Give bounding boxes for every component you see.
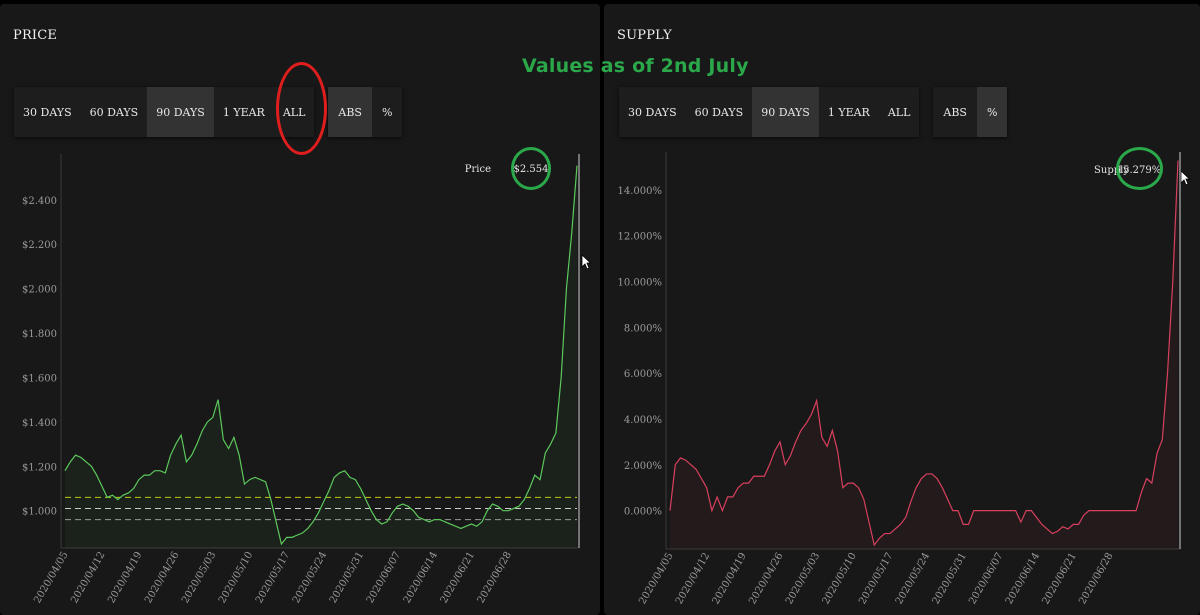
x-tick-label: 2020/06/21 — [1041, 551, 1079, 606]
price-range-30-days-button[interactable]: 30 DAYS — [23, 105, 72, 119]
x-tick-label: 2020/05/10 — [821, 551, 859, 606]
price-panel: PRICE 30 DAYS 60 DAYS 90 DAYS 1 YEAR ALL… — [0, 4, 600, 615]
price-mode-abs-button[interactable]: ABS — [328, 87, 372, 137]
tooltip-series-name: Supply — [1094, 165, 1129, 176]
price-panel-title: PRICE — [13, 28, 58, 43]
supply-range-1-year-button[interactable]: 1 YEAR — [827, 105, 870, 119]
x-tick-label: 2020/04/26 — [143, 550, 181, 605]
y-tick-label: $1.200 — [22, 462, 57, 473]
series-area — [670, 160, 1178, 550]
series-line[interactable] — [64, 165, 578, 546]
x-tick-label: 2020/06/14 — [402, 550, 440, 605]
x-tick-label: 2020/06/14 — [1004, 551, 1042, 606]
x-tick-label: 2020/05/03 — [784, 551, 822, 606]
x-tick-label: 2020/04/05 — [32, 550, 70, 605]
cursor-icon — [581, 254, 591, 270]
cursor-icon — [1180, 170, 1190, 186]
price-range-group: 30 DAYS 60 DAYS 90 DAYS 1 YEAR ALL — [14, 87, 315, 137]
y-tick-label: $2.400 — [22, 196, 57, 207]
y-tick-label: $2.000 — [22, 285, 57, 296]
x-tick-label: 2020/04/05 — [637, 551, 675, 606]
y-tick-label: 12.000% — [618, 232, 663, 243]
x-tick-label: 2020/05/31 — [328, 550, 366, 605]
x-tick-label: 2020/06/21 — [439, 550, 477, 605]
x-tick-label: 2020/05/03 — [180, 550, 218, 605]
y-tick-label: 8.000% — [624, 323, 662, 334]
supply-mode-percent-button[interactable]: % — [976, 87, 1008, 137]
supply-panel-title: SUPPLY — [617, 28, 672, 43]
x-tick-label: 2020/05/17 — [254, 550, 292, 605]
supply-panel: SUPPLY 30 DAYS 60 DAYS 90 DAYS 1 YEAR AL… — [604, 4, 1200, 615]
y-tick-label: $1.000 — [22, 507, 57, 518]
x-tick-label: 2020/05/31 — [931, 551, 969, 606]
price-mode-group: ABS % — [328, 87, 403, 137]
supply-range-all-button[interactable]: ALL — [887, 105, 911, 119]
x-tick-label: 2020/05/24 — [291, 550, 329, 605]
supply-range-group: 30 DAYS 60 DAYS 90 DAYS 1 YEAR ALL — [619, 87, 920, 137]
price-chart[interactable]: $1.000 $1.200 $1.400 $1.600 $1.800 $2.000 $2.2… — [0, 4, 600, 615]
x-tick-label: 2020/04/19 — [711, 551, 749, 606]
y-tick-label: 6.000% — [624, 369, 662, 380]
x-tick-label: 2020/06/28 — [476, 550, 514, 605]
price-mode-percent-button[interactable]: % — [381, 105, 393, 119]
supply-range-30-days-button[interactable]: 30 DAYS — [628, 105, 677, 119]
tooltip-series-name: Price — [465, 164, 491, 175]
x-tick-label: 2020/04/19 — [106, 550, 144, 605]
y-tick-label: $1.800 — [22, 329, 57, 340]
supply-range-90-days-button[interactable]: 90 DAYS — [752, 87, 819, 137]
price-toolbar: 30 DAYS 60 DAYS 90 DAYS 1 YEAR ALL ABS % — [14, 87, 403, 137]
supply-chart[interactable]: 0.000% 2.000% 4.000% 6.000% 8.000% 10.000% 12.… — [604, 4, 1200, 615]
series-line[interactable] — [669, 160, 1179, 547]
y-tick-label: $1.400 — [22, 418, 57, 429]
supply-toolbar: 30 DAYS 60 DAYS 90 DAYS 1 YEAR ALL ABS % — [619, 87, 1008, 137]
x-tick-label: 2020/05/17 — [857, 551, 895, 606]
x-tick-label: 2020/04/12 — [69, 550, 107, 605]
price-range-60-days-button[interactable]: 60 DAYS — [89, 105, 139, 119]
price-range-90-days-button[interactable]: 90 DAYS — [147, 87, 214, 137]
x-tick-label: 2020/05/24 — [894, 551, 932, 606]
supply-mode-group: ABS % — [933, 87, 1008, 137]
y-tick-label: 2.000% — [624, 461, 662, 472]
tooltip-current-value: $2.554 — [514, 164, 549, 175]
x-tick-label: 2020/04/26 — [747, 551, 785, 606]
supply-range-60-days-button[interactable]: 60 DAYS — [694, 105, 744, 119]
x-tick-label: 2020/04/12 — [674, 551, 712, 606]
y-tick-label: 14.000% — [618, 186, 663, 197]
x-tick-label: 2020/05/10 — [217, 550, 255, 605]
supply-mode-abs-button[interactable]: ABS — [943, 105, 967, 119]
y-tick-label: 4.000% — [624, 415, 662, 426]
values-annotation: Values as of 2nd July — [522, 55, 749, 77]
y-tick-label: 0.000% — [624, 507, 662, 518]
y-tick-label: 10.000% — [618, 277, 663, 288]
x-tick-label: 2020/06/28 — [1077, 551, 1115, 606]
y-tick-label: $2.200 — [22, 240, 57, 251]
series-area — [65, 165, 577, 549]
price-range-all-button[interactable]: ALL — [282, 105, 306, 119]
x-tick-label: 2020/06/07 — [967, 551, 1005, 606]
x-tick-label: 2020/06/07 — [365, 550, 403, 605]
y-tick-label: $1.600 — [22, 373, 57, 384]
price-range-1-year-button[interactable]: 1 YEAR — [222, 105, 265, 119]
tooltip-current-value: 15.279% — [1117, 165, 1162, 176]
